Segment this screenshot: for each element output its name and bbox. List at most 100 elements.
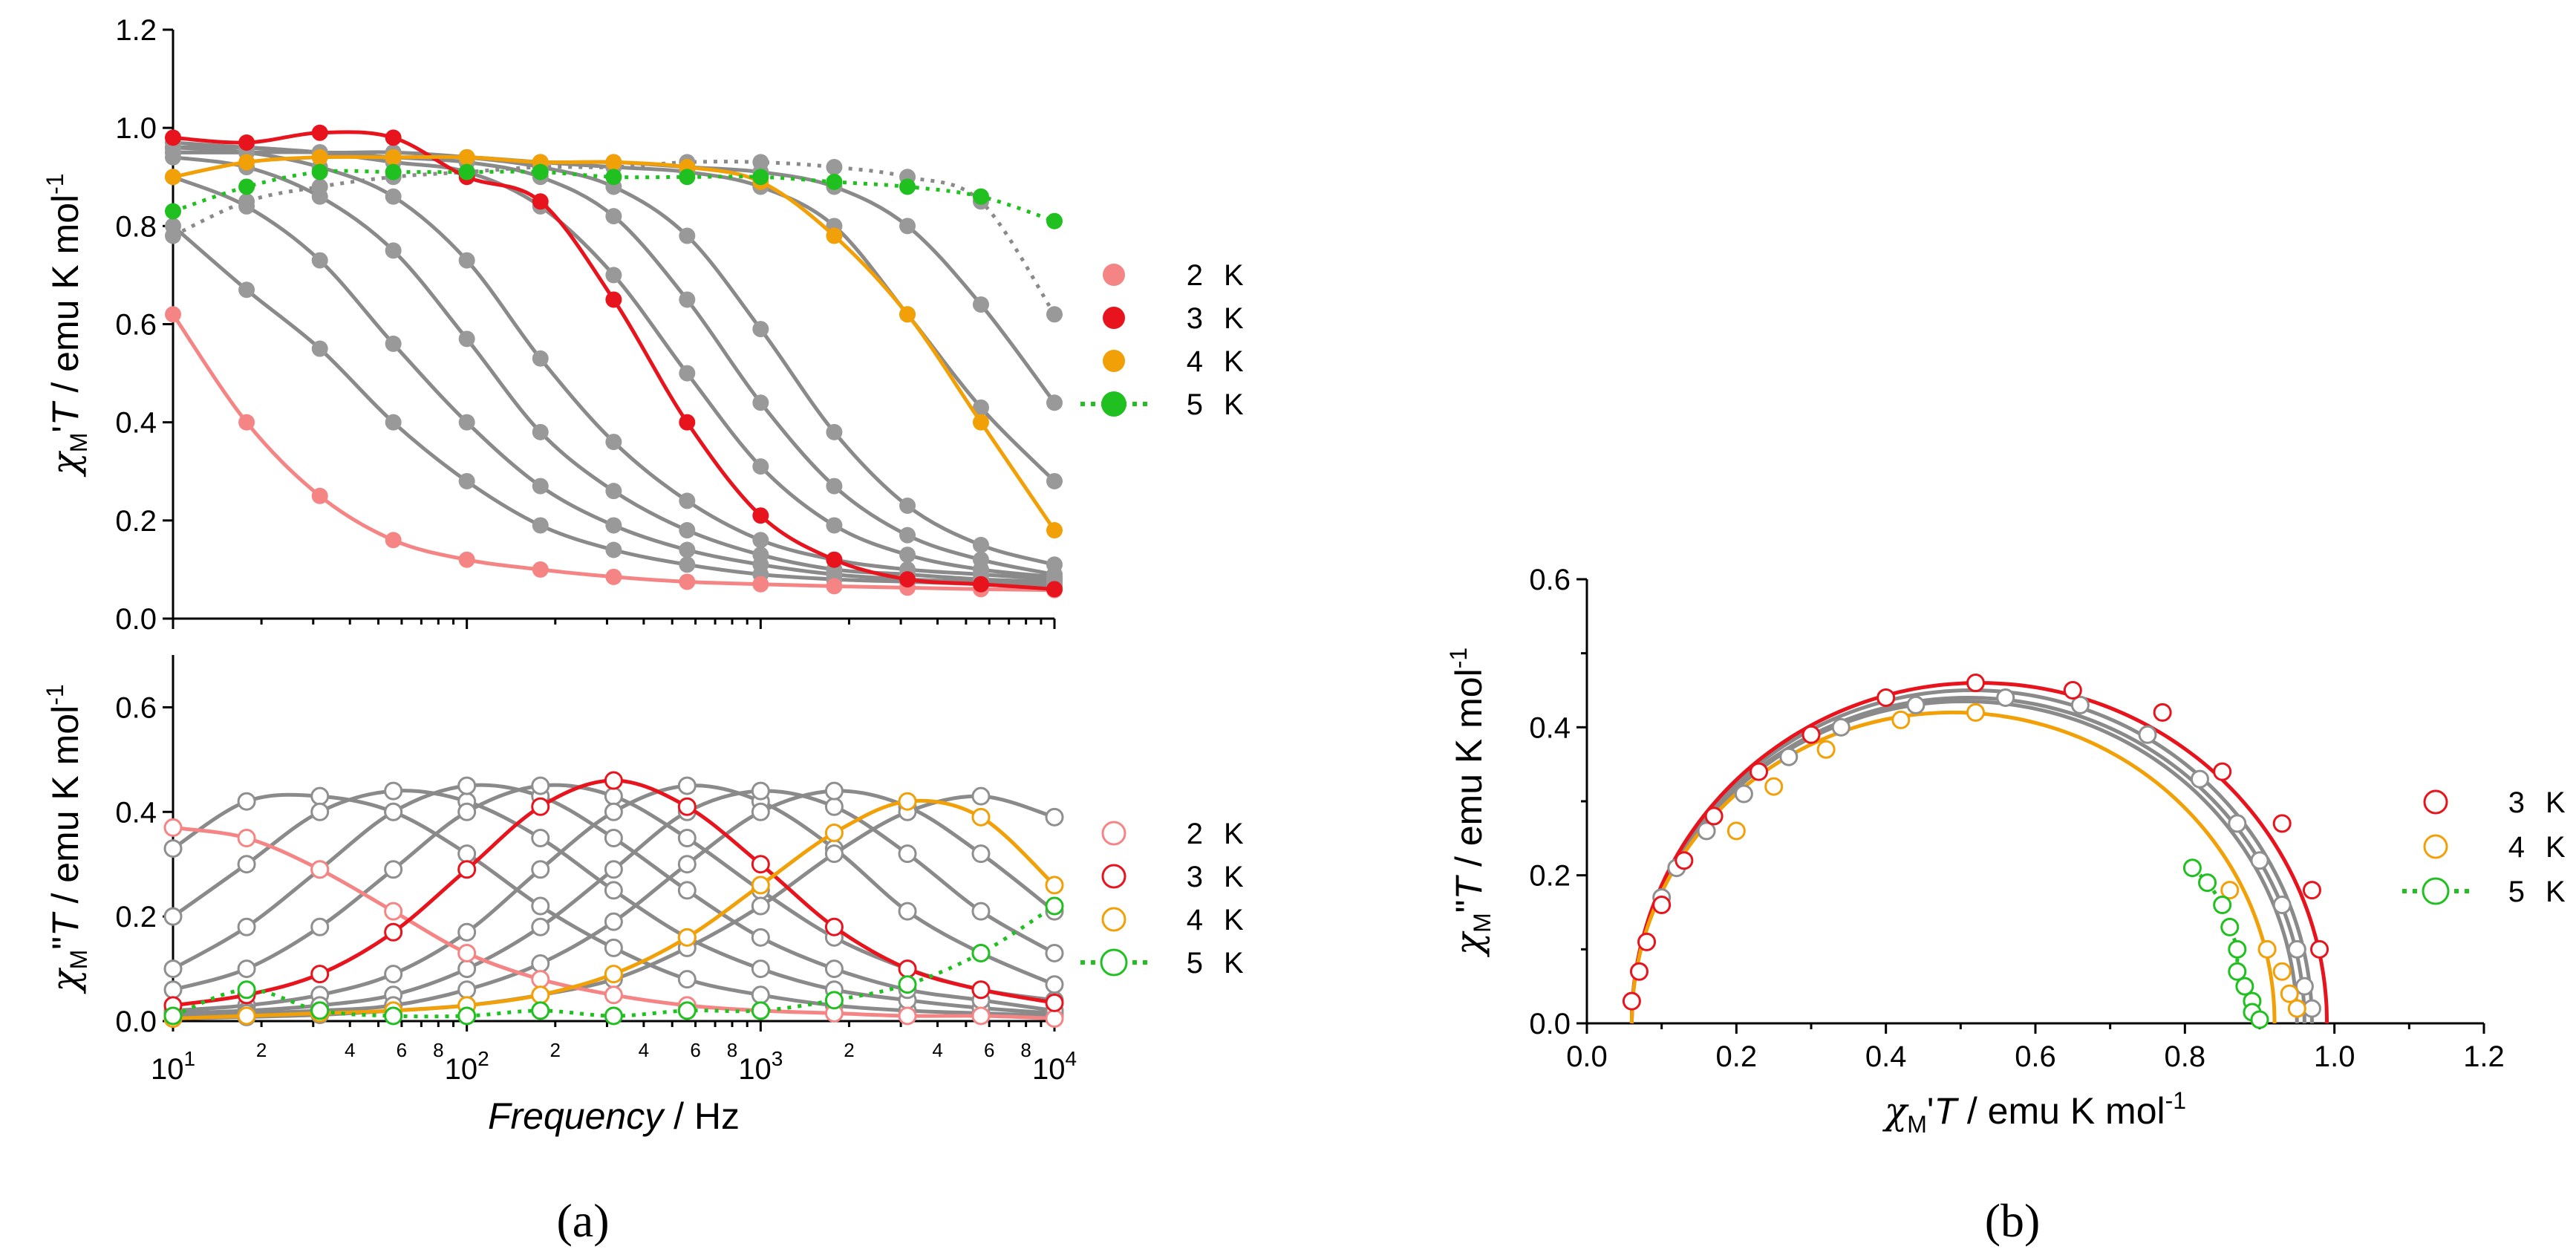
x-tick-label: 104 <box>1032 1047 1077 1086</box>
y-tick-label: 0.6 <box>115 691 157 724</box>
data-point <box>604 965 623 984</box>
x-minor-tick-label: 8 <box>433 1039 443 1061</box>
data-point <box>385 149 402 166</box>
data-point <box>824 823 844 842</box>
data-point <box>457 844 477 864</box>
data-point <box>457 860 477 879</box>
y-tick-label: 0.0 <box>115 1006 157 1038</box>
data-point <box>237 980 256 1000</box>
legend-marker <box>1101 391 1126 417</box>
data-point <box>165 306 181 323</box>
data-point <box>679 414 696 431</box>
series-5k <box>2182 858 2269 1029</box>
series-3k <box>1622 674 2329 1011</box>
data-point <box>457 1006 477 1026</box>
x-tick-exponent: 4 <box>1065 1047 1077 1070</box>
y-axis-title-unit: / emu K mol <box>45 195 86 403</box>
series-3k <box>165 124 1063 598</box>
data-point <box>899 571 916 588</box>
x-axis-title-main: Frequency <box>488 1095 665 1137</box>
y-axis-title-sub: M <box>65 433 92 453</box>
data-point <box>752 154 769 171</box>
data-point <box>532 163 549 180</box>
data-point <box>751 896 770 916</box>
y-axis-title-t: T <box>45 400 86 426</box>
data-point <box>163 818 183 837</box>
data-point <box>971 844 991 864</box>
data-point <box>531 776 550 795</box>
data-point <box>899 527 916 544</box>
data-point <box>310 917 330 936</box>
data-point <box>238 414 255 431</box>
x-tick-label: 0.6 <box>2015 1040 2056 1073</box>
data-point <box>971 1006 991 1026</box>
data-point <box>385 188 402 205</box>
y-tick-label: 0.2 <box>115 901 157 933</box>
data-point <box>1801 725 1821 744</box>
data-point <box>458 472 475 489</box>
data-point <box>532 561 549 578</box>
data-point <box>972 414 989 431</box>
data-point <box>531 829 550 847</box>
legend-label: 2 <box>1187 818 1203 850</box>
data-point <box>163 980 183 1000</box>
data-point <box>2213 896 2232 915</box>
legend-unit: K <box>1224 302 1244 335</box>
x-tick-exponent: 3 <box>772 1047 783 1070</box>
data-point <box>826 423 843 440</box>
legend-label: 5 <box>1187 947 1203 980</box>
data-point <box>384 1006 403 1026</box>
data-point <box>1045 975 1064 994</box>
y-tick-label: 0.4 <box>1529 711 1571 744</box>
data-point <box>679 169 696 186</box>
data-point <box>1652 896 1672 915</box>
data-point <box>2228 814 2247 833</box>
data-point <box>824 797 844 816</box>
data-point <box>679 573 696 590</box>
data-point <box>2272 896 2292 915</box>
data-point <box>2190 769 2209 789</box>
data-point <box>972 536 989 553</box>
data-point <box>679 556 696 573</box>
data-point <box>1966 703 1985 722</box>
data-point <box>604 829 623 847</box>
x-axis-title-unit: / emu K mol <box>1957 1090 2165 1132</box>
y-axis-title-chi: χ <box>44 968 87 994</box>
data-point <box>971 902 991 921</box>
data-point <box>751 959 770 979</box>
legend-b: 3 K4 K5 K <box>2402 786 2566 908</box>
data-point <box>531 954 550 974</box>
fit-arc-gray <box>1629 688 2314 1024</box>
x-tick-base: 10 <box>445 1053 478 1086</box>
x-tick-exponent: 1 <box>183 1047 195 1070</box>
legend-unit: K <box>1224 861 1244 893</box>
y-axis-title-chi: χ <box>1447 931 1490 957</box>
legend-label: 2 <box>1187 259 1203 292</box>
data-point <box>898 902 917 921</box>
data-point <box>751 1001 770 1020</box>
data-point <box>1046 472 1063 489</box>
data-point <box>679 227 696 244</box>
data-point <box>237 829 256 847</box>
data-point <box>2272 814 2292 833</box>
data-point <box>1045 943 1064 962</box>
data-point <box>752 532 769 549</box>
x-axis-title-prime: ' <box>1927 1090 1934 1132</box>
x-minor-tick-label: 2 <box>256 1039 267 1061</box>
y-tick-label: 0.6 <box>1529 564 1571 596</box>
legend-a-top: 2 K3 K4 K5 K <box>1080 259 1244 421</box>
x-axis-title-t: T <box>1934 1090 1959 1132</box>
data-point <box>1046 522 1063 539</box>
data-point <box>752 576 769 593</box>
legend-unit: K <box>1224 818 1244 850</box>
data-point <box>311 149 328 166</box>
data-point <box>677 829 697 847</box>
data-point <box>1764 777 1784 796</box>
data-point <box>1045 807 1064 827</box>
data-point <box>604 985 623 1005</box>
data-point <box>826 517 843 534</box>
data-point <box>2250 1010 2269 1029</box>
data-point <box>163 839 183 858</box>
data-point <box>532 193 549 210</box>
